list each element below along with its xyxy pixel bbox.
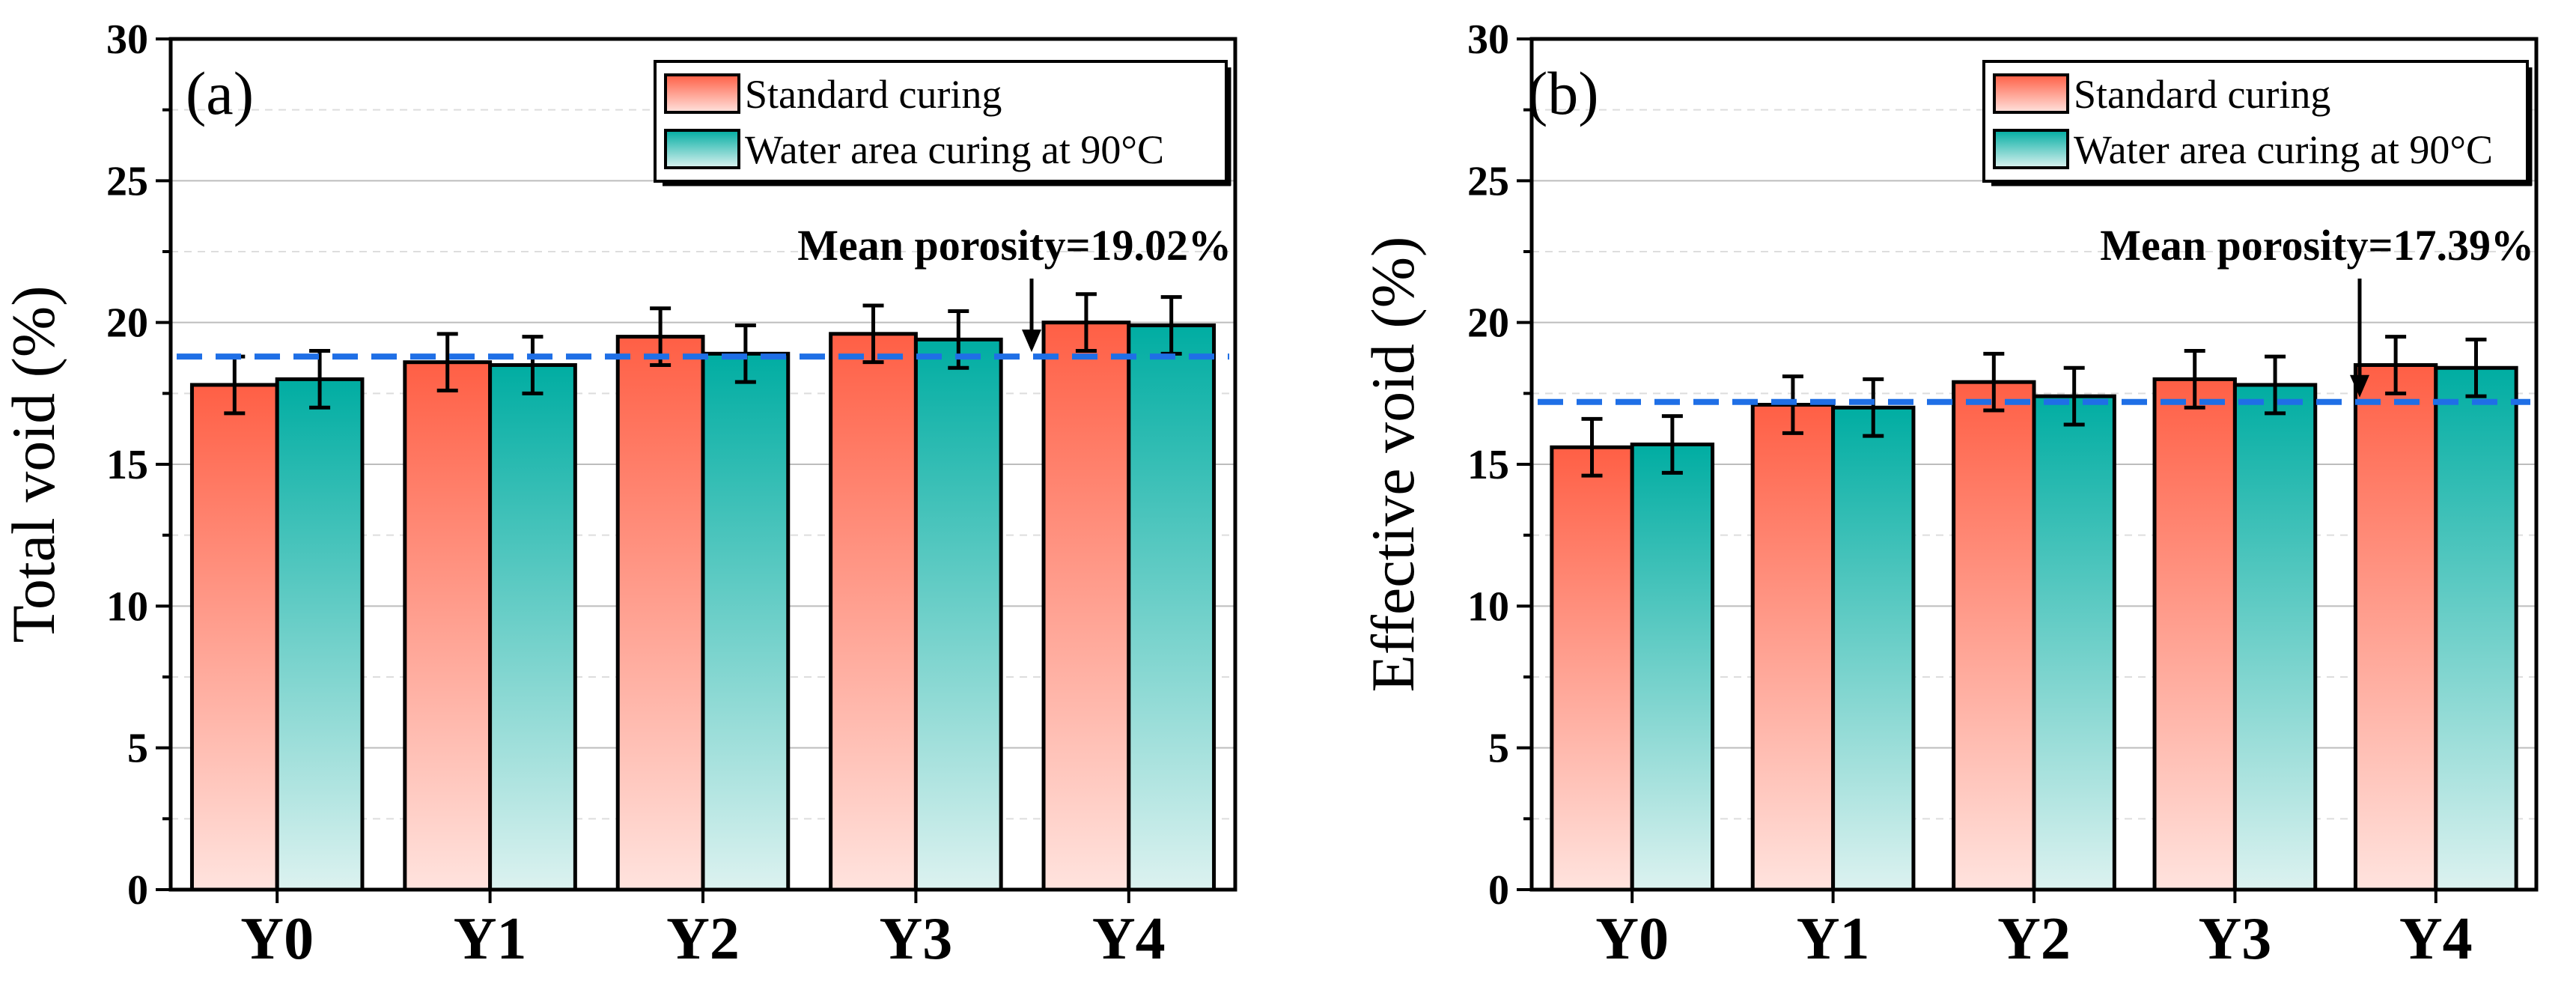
x-tick-labels: Y0 Y1 Y2 Y3 Y4 [240,906,1165,972]
y-tick-label: 10 [1467,583,1509,630]
y-tick-labels: 0 5 10 15 20 25 30 [1467,16,1509,914]
bar-standard-y3 [829,332,918,892]
axes [1517,37,2539,903]
y-tick-label: 30 [106,16,148,63]
y-tick-label: 0 [127,867,148,914]
y-tick-label: 25 [106,158,148,204]
bar-standard-y0 [189,383,279,892]
bar-water-y1 [488,362,577,892]
bar-water-y2 [701,351,791,892]
bar-water-y0 [275,377,365,892]
chart-panel-a: Mean porosity=19.02% 0 5 10 15 20 25 30 Y0 Y1 Y2… [0,16,1237,972]
y-tick-label: 15 [106,442,148,488]
x-tick-label: Y1 [1797,906,1870,972]
x-tick-label: Y4 [1092,906,1166,972]
bar-water-y4 [1127,323,1217,892]
legend-frame [654,60,1228,183]
legend-label-water: Water area curing at 90°C [2074,127,2493,172]
y-tick-label: 30 [1467,16,1509,63]
panel-label: (a) [186,59,254,127]
bar-water-y3 [2232,383,2318,892]
y-tick-label: 0 [1488,867,1509,914]
y-axis-label: Effective void (%) [1359,237,1427,693]
y-tick-label: 20 [1467,300,1509,347]
x-tick-label: Y4 [2399,906,2473,972]
legend: Standard curing Water area curing at 90°… [1982,60,2533,186]
legend-label-standard: Standard curing [745,72,1002,117]
x-tick-label: Y3 [880,906,953,972]
chart-panel-b: Mean porosity=17.39% 0 5 10 15 20 25 30 Y0 Y1 Y2… [1359,16,2539,972]
y-tick-label: 10 [106,583,148,630]
y-tick-label: 5 [1488,726,1509,772]
y-tick-label: 5 [127,726,148,772]
bar-water-y1 [1831,405,1916,892]
annotation-arrow [2350,279,2369,398]
x-tick-label: Y0 [1595,906,1669,972]
bar-standard-y3 [2152,377,2237,892]
annotation-arrow [1022,279,1041,353]
bar-water-y2 [2032,394,2116,892]
legend-frame [1982,60,2529,183]
panel-label: (b) [1527,59,1599,127]
bar-standard-y1 [403,360,493,892]
y-tick-labels: 0 5 10 15 20 25 30 [106,16,148,914]
axes [156,37,1237,903]
legend-swatch-water [1993,129,2069,169]
bar-water-y4 [2434,365,2518,892]
bar-standard-y0 [1550,445,1634,892]
bars [189,321,1217,892]
x-tick-label: Y2 [666,906,740,972]
x-tick-label: Y3 [2199,906,2272,972]
legend-label-standard: Standard curing [2074,72,2330,117]
mean-porosity-annotation: Mean porosity=19.02% [797,221,1231,270]
legend: Standard curing Water area curing at 90°… [654,60,1231,186]
y-tick-label: 20 [106,300,148,347]
bars [1550,362,2518,892]
legend-label-water: Water area curing at 90°C [745,127,1164,172]
y-tick-label: 15 [1467,442,1509,488]
legend-swatch-standard [664,73,740,114]
bar-standard-y2 [1952,380,2036,892]
x-tick-label: Y1 [454,906,527,972]
bar-standard-y4 [1041,321,1131,892]
bar-water-y0 [1630,442,1715,892]
x-tick-label: Y2 [1997,906,2071,972]
x-tick-labels: Y0 Y1 Y2 Y3 Y4 [1595,906,2472,972]
bar-standard-y1 [1750,402,1836,892]
legend-swatch-standard [1993,73,2069,114]
bar-standard-y4 [2353,362,2438,892]
y-tick-label: 25 [1467,158,1509,204]
bar-standard-y2 [615,335,705,892]
y-axis-label: Total void (%) [0,285,67,643]
x-tick-label: Y0 [240,906,314,972]
bar-water-y3 [913,337,1003,892]
mean-porosity-annotation: Mean porosity=17.39% [2100,221,2534,270]
legend-swatch-water [664,129,740,169]
